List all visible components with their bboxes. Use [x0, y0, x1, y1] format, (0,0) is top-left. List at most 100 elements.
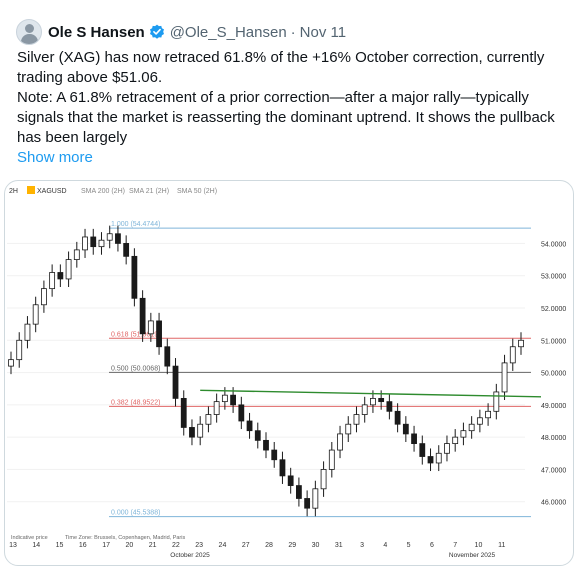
x-tick-label: 24 — [219, 542, 227, 549]
candle-body — [518, 339, 524, 348]
y-tick-label: 54.0000 — [541, 241, 566, 248]
chart-symbol: XAGUSD — [37, 188, 67, 195]
author-name[interactable]: Ole S Hansen — [48, 23, 145, 41]
indicator-label: SMA 200 (2H) — [81, 188, 125, 195]
separator-dot: · — [290, 23, 296, 41]
candle-body — [180, 397, 187, 428]
candle-body — [509, 346, 516, 364]
candle-body — [452, 436, 459, 444]
candle-body — [82, 236, 88, 251]
candle-body — [320, 469, 327, 490]
price-chart: 1.000 (54.4744) 0.618 (51.0619) 0.500 (50.… — [7, 186, 566, 559]
x-tick-label: 17 — [102, 542, 110, 549]
y-tick-label: 48.0000 — [541, 435, 566, 442]
candle-body — [189, 427, 195, 438]
candle-body — [353, 414, 360, 425]
avatar-icon[interactable] — [16, 19, 42, 45]
candle-body — [394, 410, 401, 425]
candle-body — [271, 449, 278, 461]
x-month-label: November 2025 — [449, 552, 496, 559]
timezone-label: Time Zone: Brussels, Copenhagen, Madrid,… — [65, 535, 185, 541]
x-tick-label: 6 — [430, 542, 434, 549]
tweet-header: Ole S Hansen @Ole_S_Hansen · Nov 11 — [48, 22, 346, 42]
x-tick-label: 14 — [32, 542, 40, 549]
candle-body — [65, 259, 72, 280]
x-tick-label: 15 — [56, 542, 64, 549]
candle-body — [485, 410, 491, 419]
candle-body — [16, 339, 23, 361]
x-tick-label: 31 — [335, 542, 343, 549]
fib-level-label: 0.000 (45.5388) — [111, 510, 160, 517]
y-tick-label: 47.0000 — [541, 467, 566, 474]
candle-body — [435, 452, 442, 464]
candle-body — [131, 255, 138, 299]
show-more-link[interactable]: Show more — [17, 149, 93, 166]
candle-body — [263, 439, 269, 451]
candle-body — [90, 236, 97, 248]
x-tick-label: 29 — [288, 542, 296, 549]
x-tick-label: 27 — [242, 542, 250, 549]
tweet-paragraph-1: Silver (XAG) has now retraced 61.8% of t… — [17, 49, 545, 86]
candle-body — [213, 401, 220, 415]
candle-body — [411, 433, 417, 445]
candle-body — [328, 449, 335, 470]
candle-body — [115, 233, 121, 244]
y-tick-label: 52.0000 — [541, 306, 566, 313]
candle-body — [279, 459, 286, 477]
candle-body — [493, 391, 500, 412]
candle-body — [57, 272, 64, 280]
candle-body — [238, 404, 245, 422]
y-tick-label: 46.0000 — [541, 500, 566, 507]
candle-body — [312, 488, 319, 509]
candle-body — [8, 359, 14, 367]
indicator-label: SMA 50 (2H) — [177, 188, 217, 195]
candle-body — [345, 423, 352, 435]
candle-body — [73, 249, 80, 260]
candle-body — [221, 394, 228, 403]
candle-body — [427, 456, 434, 464]
candle-body — [337, 433, 343, 451]
indicative-price-label: Indicative price — [11, 535, 48, 541]
candle-body — [254, 430, 261, 441]
candle-body — [304, 498, 311, 509]
candle-body — [147, 320, 154, 335]
tweet-paragraph-2: Note: A 61.8% retracement of a prior cor… — [17, 89, 555, 146]
x-tick-label: 5 — [407, 542, 411, 549]
x-tick-label: 4 — [383, 542, 387, 549]
chart-image[interactable]: 1.000 (54.4744) 0.618 (51.0619) 0.500 (50.… — [4, 180, 574, 566]
fib-level-label: 0.618 (51.0619) — [111, 331, 160, 338]
author-handle[interactable]: @Ole_S_Hansen — [169, 23, 287, 41]
fib-level-label: 0.500 (50.0068) — [111, 365, 160, 372]
x-tick-label: 10 — [475, 542, 483, 549]
candle-body — [501, 362, 508, 393]
candle-body — [156, 320, 162, 348]
x-month-label: October 2025 — [170, 552, 210, 559]
y-tick-label: 51.0000 — [541, 338, 566, 345]
candle-body — [419, 443, 426, 457]
candle-body — [476, 417, 483, 425]
candle-body — [361, 404, 368, 415]
candle-body — [386, 401, 393, 412]
x-tick-label: 7 — [453, 542, 457, 549]
candle-body — [296, 485, 302, 499]
x-tick-label: 11 — [498, 542, 505, 549]
x-tick-label: 16 — [79, 542, 87, 549]
candle-body — [123, 243, 130, 257]
candle-body — [24, 323, 31, 341]
candle-body — [287, 475, 294, 486]
tweet-date[interactable]: Nov 11 — [299, 23, 347, 41]
trendline — [200, 389, 542, 398]
candle-body — [460, 430, 467, 438]
candle-body — [370, 397, 376, 406]
fib-level-label: 0.382 (48.9522) — [111, 399, 160, 406]
symbol-icon — [27, 186, 35, 194]
x-tick-label: 22 — [172, 542, 180, 549]
x-tick-label: 23 — [195, 542, 203, 549]
candle-body — [41, 288, 47, 306]
x-tick-label: 28 — [265, 542, 273, 549]
indicator-label: SMA 21 (2H) — [129, 188, 169, 195]
candle-body — [378, 397, 385, 403]
x-tick-label: 21 — [149, 542, 157, 549]
chart-timeframe: 2H — [9, 188, 18, 195]
